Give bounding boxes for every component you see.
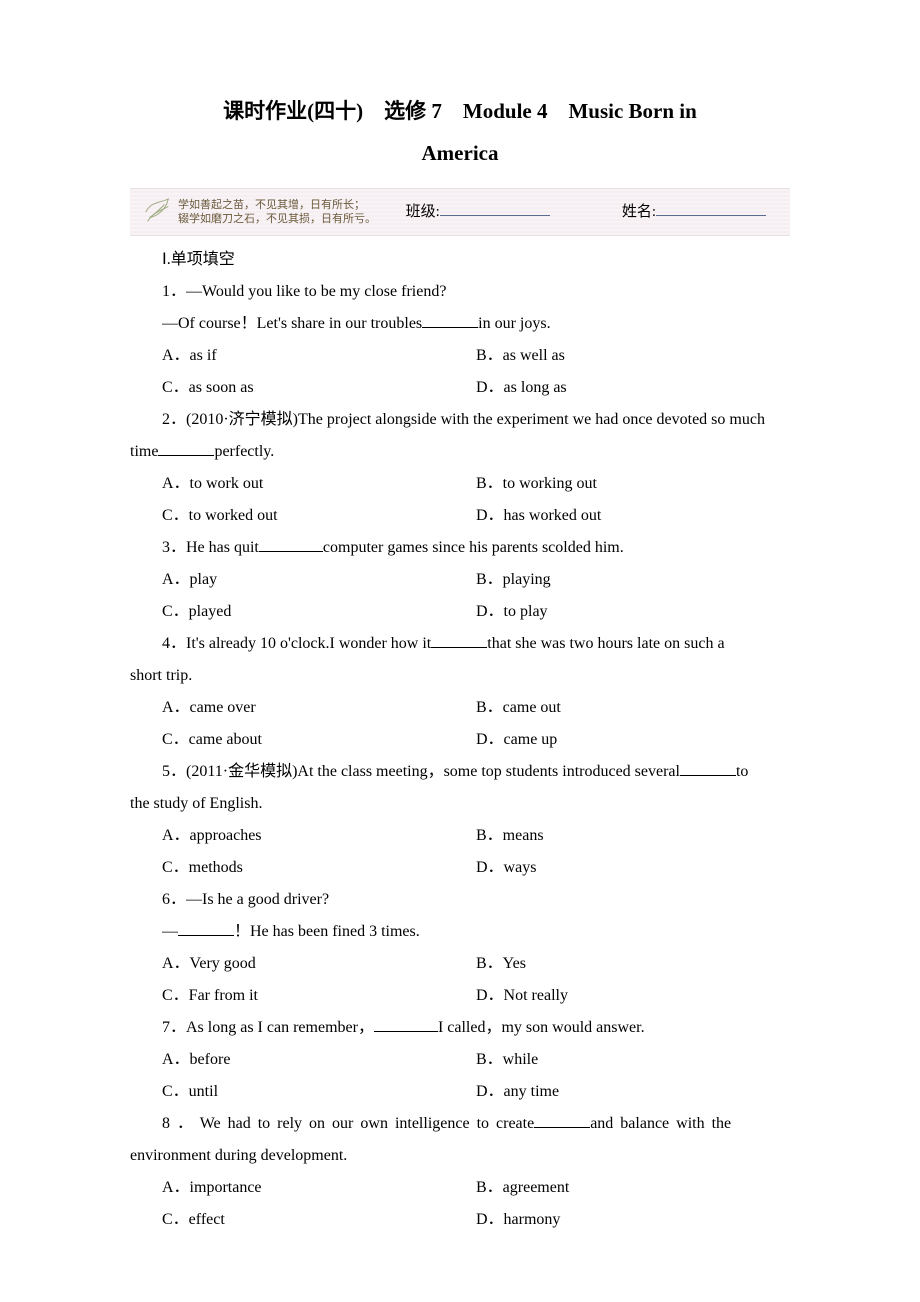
q1-l2a: —Of course！Let's share in our troubles bbox=[162, 315, 422, 332]
q6-l2b: ！He has been fined 3 times. bbox=[234, 923, 420, 940]
q1-opt-c[interactable]: C．as soon as bbox=[162, 372, 476, 404]
q2-l2a: time bbox=[130, 443, 158, 460]
q2-blank[interactable] bbox=[158, 441, 214, 456]
q2-line2: time perfectly. bbox=[130, 436, 790, 468]
q8-l1a: 8 ． We had to rely on our own intelligen… bbox=[162, 1115, 534, 1132]
q7-opt-c[interactable]: C．until bbox=[162, 1076, 476, 1108]
q8-l1b: and balance with the bbox=[590, 1115, 731, 1132]
name-field: 姓名: bbox=[622, 197, 766, 227]
q5-l1b: to bbox=[736, 763, 748, 780]
q6-opt-c[interactable]: C．Far from it bbox=[162, 980, 476, 1012]
q2-opt-b[interactable]: B．to working out bbox=[476, 468, 790, 500]
q2-opt-c[interactable]: C．to worked out bbox=[162, 500, 476, 532]
section-1-heading: Ⅰ.单项填空 bbox=[130, 244, 790, 276]
q3-l1a: 3．He has quit bbox=[162, 539, 259, 556]
q8-options: A．importanceC．effect B．agreementD．harmon… bbox=[162, 1172, 790, 1236]
q5-opt-a[interactable]: A．approaches bbox=[162, 820, 476, 852]
q1-line2: —Of course！Let's share in our troubles in… bbox=[130, 308, 790, 340]
q3-line1: 3．He has quit computer games since his pa… bbox=[130, 532, 790, 564]
q3-opt-d[interactable]: D．to play bbox=[476, 596, 790, 628]
q1-line1: 1．—Would you like to be my close friend? bbox=[130, 276, 790, 308]
q8-opt-a[interactable]: A．importance bbox=[162, 1172, 476, 1204]
q7-opt-b[interactable]: B．while bbox=[476, 1044, 790, 1076]
q4-opt-c[interactable]: C．came about bbox=[162, 724, 476, 756]
q3-opt-a[interactable]: A．play bbox=[162, 564, 476, 596]
q2-opt-d[interactable]: D．has worked out bbox=[476, 500, 790, 532]
q7-blank[interactable] bbox=[374, 1017, 438, 1032]
q6-l2a: — bbox=[162, 923, 178, 940]
q4-blank[interactable] bbox=[431, 633, 487, 648]
q8-opt-d[interactable]: D．harmony bbox=[476, 1204, 790, 1236]
q8-line2: environment during development. bbox=[130, 1140, 790, 1172]
q1-opt-d[interactable]: D．as long as bbox=[476, 372, 790, 404]
q1-blank[interactable] bbox=[422, 313, 478, 328]
q6-opt-d[interactable]: D．Not really bbox=[476, 980, 790, 1012]
motto-line-2: 辍学如磨刀之石，不见其损，日有所亏。 bbox=[178, 212, 376, 226]
q4-line1: 4．It's already 10 o'clock.I wonder how i… bbox=[130, 628, 790, 660]
q3-opt-c[interactable]: C．played bbox=[162, 596, 476, 628]
q6-opt-a[interactable]: A．Very good bbox=[162, 948, 476, 980]
q6-opt-b[interactable]: B．Yes bbox=[476, 948, 790, 980]
q5-line2: the study of English. bbox=[130, 788, 790, 820]
q1-opt-b[interactable]: B．as well as bbox=[476, 340, 790, 372]
q2-line1: 2．(2010·济宁模拟)The project alongside with … bbox=[130, 404, 790, 436]
q7-opt-d[interactable]: D．any time bbox=[476, 1076, 790, 1108]
q5-line1: 5．(2011·金华模拟)At the class meeting，some t… bbox=[130, 756, 790, 788]
q1-opt-a[interactable]: A．as if bbox=[162, 340, 476, 372]
class-field: 班级: bbox=[406, 197, 550, 227]
q7-line1: 7．As long as I can remember， I called，my … bbox=[130, 1012, 790, 1044]
motto-block: 学如善起之苗，不见其增，日有所长； 辍学如磨刀之石，不见其损，日有所亏。 bbox=[178, 198, 376, 227]
q5-l1a: 5．(2011·金华模拟)At the class meeting，some t… bbox=[162, 763, 680, 780]
q8-opt-c[interactable]: C．effect bbox=[162, 1204, 476, 1236]
q4-opt-d[interactable]: D．came up bbox=[476, 724, 790, 756]
q8-opt-b[interactable]: B．agreement bbox=[476, 1172, 790, 1204]
info-banner: 学如善起之苗，不见其增，日有所长； 辍学如磨刀之石，不见其损，日有所亏。 班级:… bbox=[130, 188, 790, 236]
name-input-line[interactable] bbox=[656, 201, 766, 216]
q8-line1: 8 ． We had to rely on our own intelligen… bbox=[130, 1108, 790, 1140]
leaf-icon bbox=[142, 197, 172, 227]
q2-opt-a[interactable]: A．to work out bbox=[162, 468, 476, 500]
q5-blank[interactable] bbox=[680, 761, 736, 776]
q2-l2b: perfectly. bbox=[214, 443, 274, 460]
q3-l1b: computer games since his parents scolded… bbox=[323, 539, 624, 556]
q6-blank[interactable] bbox=[178, 921, 234, 936]
class-input-line[interactable] bbox=[440, 201, 550, 216]
q7-l1a: 7．As long as I can remember， bbox=[162, 1019, 374, 1036]
q3-blank[interactable] bbox=[259, 537, 323, 552]
name-label: 姓名: bbox=[622, 204, 656, 220]
q7-opt-a[interactable]: A．before bbox=[162, 1044, 476, 1076]
class-label: 班级: bbox=[406, 204, 440, 220]
q6-line2: — ！He has been fined 3 times. bbox=[130, 916, 790, 948]
q3-options: A．playC．played B．playingD．to play bbox=[162, 564, 790, 628]
q6-line1: 6．—Is he a good driver? bbox=[130, 884, 790, 916]
page-title-line2: America bbox=[130, 132, 790, 174]
q4-l1b: that she was two hours late on such a bbox=[487, 635, 724, 652]
page-title-line1: 课时作业(四十) 选修 7 Module 4 Music Born in bbox=[130, 92, 790, 132]
q4-opt-b[interactable]: B．came out bbox=[476, 692, 790, 724]
q1-options: A．as ifC．as soon as B．as well asD．as lon… bbox=[162, 340, 790, 404]
q4-opt-a[interactable]: A．came over bbox=[162, 692, 476, 724]
q4-options: A．came overC．came about B．came outD．came… bbox=[162, 692, 790, 756]
q7-options: A．beforeC．until B．whileD．any time bbox=[162, 1044, 790, 1108]
q4-line2: short trip. bbox=[130, 660, 790, 692]
q2-options: A．to work outC．to worked out B．to workin… bbox=[162, 468, 790, 532]
q5-options: A．approachesC．methods B．meansD．ways bbox=[162, 820, 790, 884]
q3-opt-b[interactable]: B．playing bbox=[476, 564, 790, 596]
q5-opt-d[interactable]: D．ways bbox=[476, 852, 790, 884]
q7-l1b: I called，my son would answer. bbox=[438, 1019, 645, 1036]
q8-blank[interactable] bbox=[534, 1113, 590, 1128]
q6-options: A．Very goodC．Far from it B．YesD．Not real… bbox=[162, 948, 790, 1012]
worksheet-page: 课时作业(四十) 选修 7 Module 4 Music Born in Ame… bbox=[0, 0, 920, 1302]
q5-opt-b[interactable]: B．means bbox=[476, 820, 790, 852]
q4-l1a: 4．It's already 10 o'clock.I wonder how i… bbox=[162, 635, 431, 652]
motto-line-1: 学如善起之苗，不见其增，日有所长； bbox=[178, 198, 376, 212]
q1-l2b: in our joys. bbox=[478, 315, 550, 332]
q5-opt-c[interactable]: C．methods bbox=[162, 852, 476, 884]
